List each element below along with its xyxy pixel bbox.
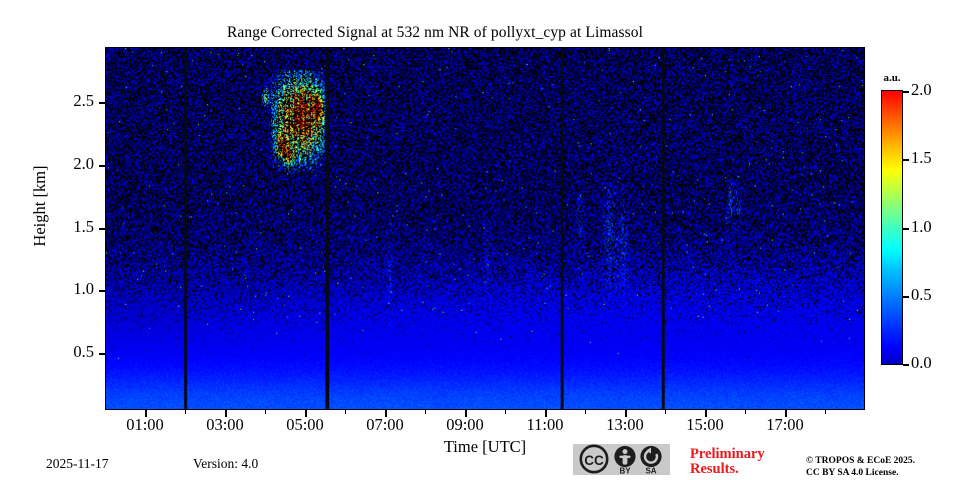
x-tick-mark	[545, 410, 547, 417]
x-tick-minor	[345, 410, 347, 414]
copyright-line-2: CC BY SA 4.0 License.	[806, 467, 899, 478]
x-tick-minor	[665, 410, 667, 414]
x-tick-minor	[745, 410, 747, 414]
x-axis-label: Time [UTC]	[443, 437, 527, 456]
colorbar-tick-label: 0.0	[911, 353, 932, 372]
y-tick-label: 1.5	[73, 217, 94, 236]
y-tick-mark	[99, 102, 106, 104]
y-tick-label: 2.5	[73, 91, 94, 110]
preliminary-line-2: Results.	[690, 461, 739, 477]
x-tick-mark	[145, 410, 147, 417]
colorbar-tick-label: 1.0	[911, 217, 932, 236]
preliminary-line-1: Preliminary	[690, 446, 765, 462]
creative-commons-badge-icon: CC BY SA	[573, 444, 670, 475]
y-tick-label: 0.5	[73, 342, 94, 361]
x-tick-label: 09:00	[446, 415, 484, 434]
heatmap-canvas	[106, 48, 864, 409]
colorbar	[881, 90, 903, 365]
heatmap-plot-area	[105, 47, 865, 410]
x-tick-minor	[425, 410, 427, 414]
measurement-date: 2025-11-17	[46, 456, 109, 471]
x-tick-label: 05:00	[286, 415, 324, 434]
colorbar-tick-mark	[903, 159, 909, 161]
colorbar-tick-label: 2.0	[911, 80, 932, 99]
colorbar-tick-mark	[903, 228, 909, 230]
copyright-line-1: © TROPOS & ECoE 2025.	[806, 456, 916, 466]
cc-by-label: BY	[619, 467, 631, 476]
x-tick-minor	[505, 410, 507, 414]
x-tick-minor	[585, 410, 587, 414]
page-title: Range Corrected Signal at 532 nm NR of p…	[226, 24, 644, 41]
y-tick-label: 2.0	[73, 154, 94, 173]
x-tick-mark	[385, 410, 387, 417]
x-tick-label: 07:00	[366, 415, 404, 434]
y-tick-label: 1.0	[73, 279, 94, 298]
svg-text:CC: CC	[584, 453, 604, 468]
x-tick-minor	[185, 410, 187, 414]
x-tick-mark	[785, 410, 787, 417]
colorbar-tick-mark	[903, 91, 909, 93]
x-tick-mark	[465, 410, 467, 417]
copyright-notice: © TROPOS & ECoE 2025. CC BY SA 4.0 Licen…	[806, 456, 956, 479]
version-label: Version: 4.0	[193, 456, 259, 471]
colorbar-tick-mark	[903, 364, 909, 366]
x-tick-mark	[625, 410, 627, 417]
x-tick-minor	[825, 410, 827, 414]
x-tick-label: 03:00	[206, 415, 244, 434]
colorbar-tick-mark	[903, 296, 909, 298]
colorbar-unit-label: a.u.	[883, 72, 901, 84]
x-tick-label: 15:00	[686, 415, 724, 434]
x-tick-label: 13:00	[606, 415, 644, 434]
x-tick-label: 17:00	[766, 415, 804, 434]
x-tick-minor	[265, 410, 267, 414]
y-tick-mark	[99, 353, 106, 355]
y-tick-mark	[99, 228, 106, 230]
preliminary-results-notice: Preliminary Results.	[690, 447, 810, 477]
y-axis-label: Height [km]	[30, 165, 49, 247]
colorbar-tick-label: 1.5	[911, 148, 932, 167]
x-tick-mark	[305, 410, 307, 417]
x-tick-mark	[225, 410, 227, 417]
y-tick-mark	[99, 290, 106, 292]
x-tick-label: 01:00	[126, 415, 164, 434]
x-tick-label: 11:00	[526, 415, 564, 434]
colorbar-tick-label: 0.5	[911, 285, 932, 304]
y-tick-mark	[99, 165, 106, 167]
cc-sa-label: SA	[645, 467, 656, 476]
x-tick-mark	[705, 410, 707, 417]
